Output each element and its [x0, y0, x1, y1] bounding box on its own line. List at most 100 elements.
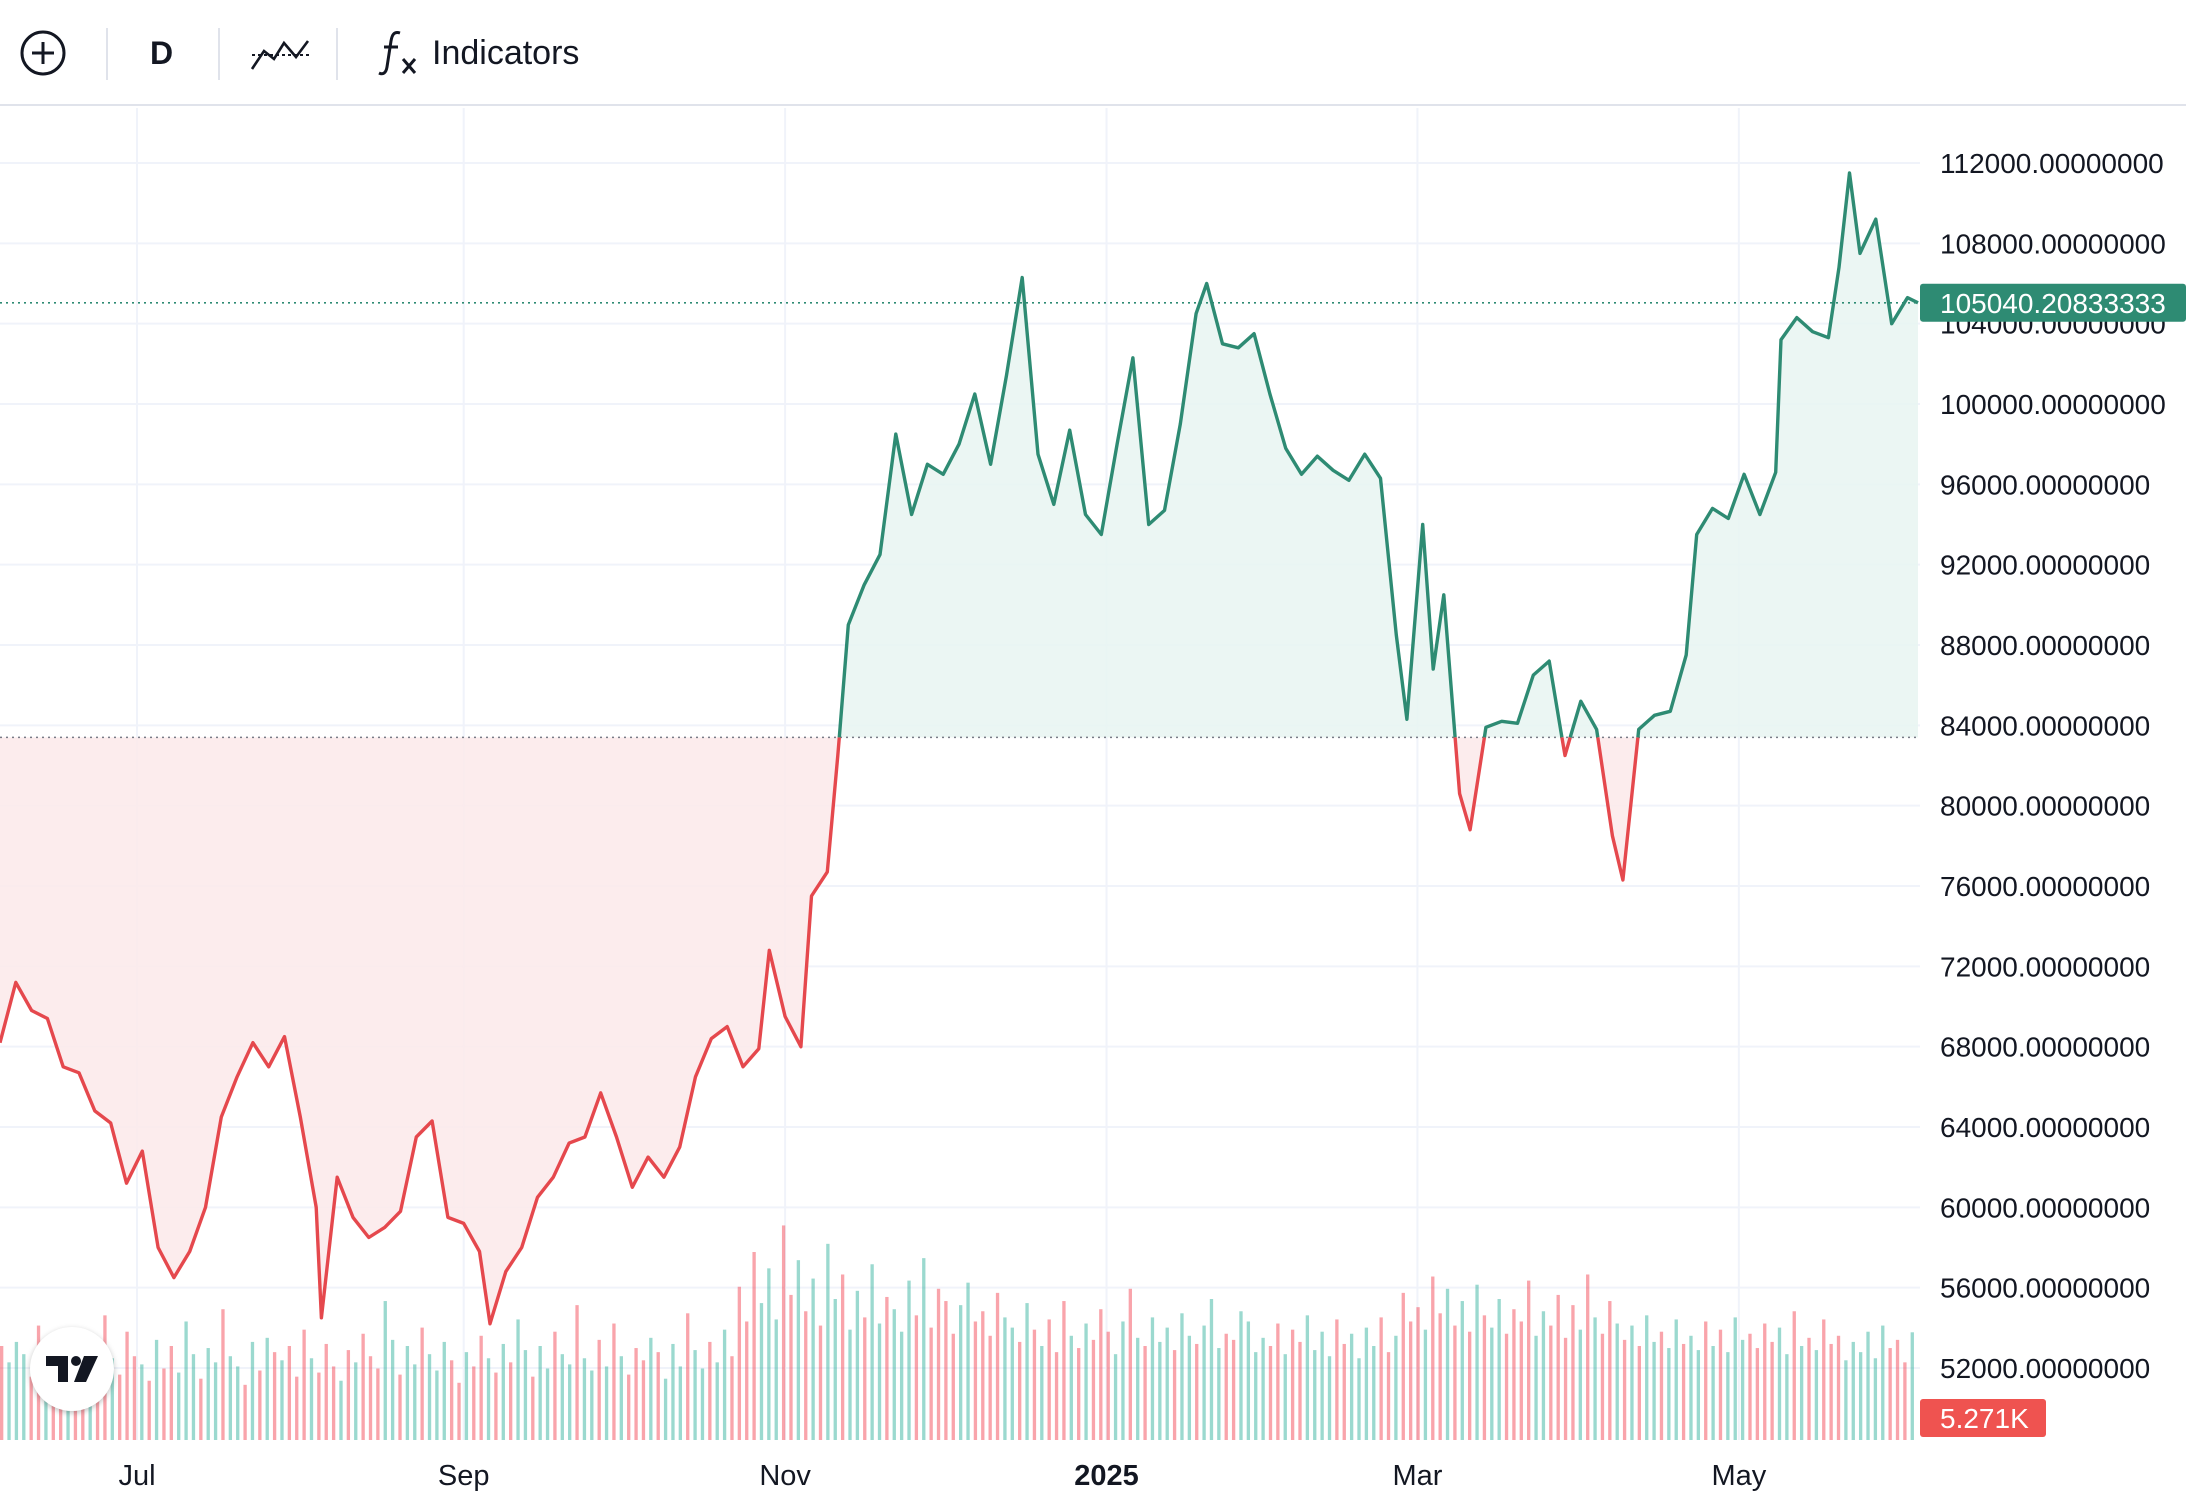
volume-bar	[1475, 1284, 1479, 1440]
volume-bar	[899, 1331, 904, 1440]
price-axis[interactable]: 52000.00000000 56000.00000000 60000.000000…	[1940, 68, 2166, 1384]
volume-bar	[272, 1352, 277, 1440]
volume-bar	[1527, 1280, 1531, 1440]
indicators-label: Indicators	[432, 33, 580, 72]
volume-bar	[1408, 1321, 1413, 1440]
volume-bar	[413, 1364, 417, 1440]
volume-bar	[1873, 1358, 1878, 1440]
interval-button[interactable]: D	[150, 0, 173, 106]
price-tick-label: 68000.00000000	[1940, 1032, 2150, 1063]
tradingview-logo[interactable]	[30, 1327, 114, 1411]
area-fill-up	[839, 277, 1456, 738]
volume-bar	[826, 1243, 830, 1440]
compare-icon	[250, 40, 310, 70]
volume-bar	[1490, 1327, 1494, 1440]
volume-bar	[1851, 1341, 1855, 1440]
volume-bar	[1460, 1301, 1464, 1440]
area-fill-up	[1570, 701, 1598, 738]
volume-bar	[1895, 1339, 1900, 1440]
volume-bar	[1069, 1335, 1073, 1440]
volume-bar	[1519, 1321, 1523, 1440]
volume-bar	[936, 1288, 941, 1440]
volume-bar	[1305, 1315, 1310, 1440]
volume-bar	[656, 1352, 660, 1440]
volume-bar	[1327, 1356, 1332, 1440]
price-line-up	[837, 275, 1457, 738]
volume-bar	[568, 1364, 572, 1440]
volume-bar	[553, 1331, 557, 1440]
volume-bar	[1453, 1325, 1457, 1440]
volume-bar	[125, 1331, 129, 1440]
time-tick-label: Jul	[118, 1460, 155, 1492]
volume-bar	[789, 1294, 793, 1440]
volume-bar	[132, 1356, 137, 1440]
volume-bar	[575, 1305, 579, 1440]
volume-bar	[1268, 1346, 1273, 1440]
toolbar-divider	[106, 28, 108, 80]
volume-bar	[545, 1368, 550, 1440]
price-line-down	[0, 737, 841, 1326]
volume-bar	[1438, 1313, 1442, 1440]
volume-bar	[951, 1333, 955, 1440]
volume-bar	[1143, 1346, 1147, 1440]
volume-bar	[1858, 1352, 1863, 1440]
volume-bar	[501, 1343, 505, 1440]
volume-bar	[177, 1372, 181, 1440]
volume-bar	[1372, 1346, 1376, 1440]
volume-bar	[457, 1382, 461, 1440]
volume-bar	[29, 1376, 33, 1440]
volume-bar	[420, 1327, 424, 1440]
volume-bar	[1136, 1337, 1140, 1440]
interval-label: D	[150, 34, 174, 71]
volume-bar	[449, 1360, 454, 1440]
volume-bar	[1099, 1309, 1103, 1440]
volume-bar	[1106, 1331, 1110, 1440]
volume-bar	[582, 1358, 587, 1440]
time-axis[interactable]: Jul Sep Nov 2025 Mar May	[118, 1460, 1766, 1492]
tradingview-logo-icon	[46, 1356, 98, 1382]
price-line-up	[1482, 659, 1564, 738]
volume-bar	[722, 1329, 727, 1440]
volume-bar	[236, 1366, 240, 1440]
volume-bar	[228, 1356, 233, 1440]
price-line	[0, 171, 1919, 1326]
volume-bar	[1246, 1321, 1251, 1440]
volume-bar	[1659, 1331, 1664, 1440]
volume-bar	[1829, 1343, 1833, 1440]
volume-bar	[973, 1321, 978, 1440]
volume-bar	[1740, 1339, 1745, 1440]
time-tick-label: May	[1711, 1460, 1766, 1492]
volume-bar	[1290, 1329, 1295, 1440]
volume-bar	[523, 1350, 528, 1440]
volume-bar	[641, 1360, 646, 1440]
volume-bar	[1777, 1327, 1782, 1440]
volume-bar	[892, 1309, 896, 1440]
volume-bar	[302, 1329, 306, 1440]
volume-bar	[1165, 1327, 1169, 1440]
volume-bar	[1652, 1341, 1656, 1440]
volume-bar	[442, 1341, 446, 1440]
volume-bar	[516, 1319, 520, 1440]
add-symbol-button[interactable]	[18, 0, 68, 106]
volume-bar	[907, 1280, 911, 1440]
area-fill-down	[0, 737, 840, 1324]
volume-bar	[730, 1356, 734, 1440]
volume-bar	[1748, 1333, 1752, 1440]
volume-bar	[1431, 1276, 1435, 1440]
price-line-down	[1560, 736, 1572, 758]
volume-bar	[1180, 1313, 1184, 1440]
volume-bar	[1025, 1303, 1029, 1440]
volume-bar	[494, 1372, 498, 1440]
volume-bar	[560, 1354, 564, 1440]
volume-bar	[678, 1366, 682, 1440]
volume-bar	[331, 1366, 336, 1440]
volume-bar	[1645, 1315, 1649, 1440]
volume-bar	[162, 1368, 166, 1440]
compare-button[interactable]	[250, 0, 312, 106]
indicators-button[interactable]: Indicators	[376, 0, 579, 106]
last-price-label: 105040.20833333	[1920, 283, 2186, 322]
volume-bar	[479, 1335, 483, 1440]
price-tick-label: 56000.00000000	[1940, 1273, 2150, 1304]
volume-bar	[1563, 1337, 1568, 1440]
